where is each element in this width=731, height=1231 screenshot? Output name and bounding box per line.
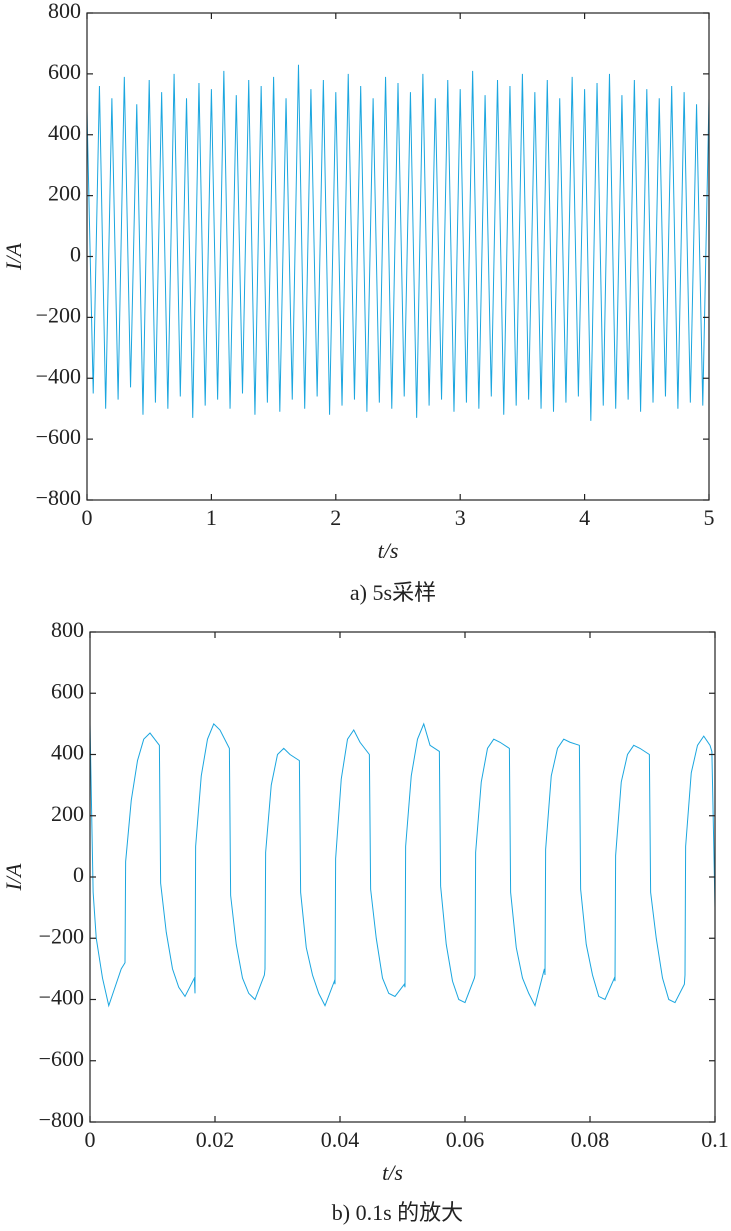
y-tick-label: 400 (48, 120, 81, 145)
x-tick-label: 5 (704, 505, 715, 530)
y-axis-label: I/A (1, 243, 26, 271)
x-tick-label: 0 (85, 1127, 96, 1152)
y-tick-label: 800 (48, 0, 81, 23)
x-tick-label: 0.04 (321, 1127, 360, 1152)
caption: b) 0.1s 的放大 (332, 1200, 463, 1225)
x-tick-label: 0 (82, 505, 93, 530)
y-tick-label: 400 (51, 740, 84, 765)
y-tick-label: −600 (36, 424, 81, 449)
y-tick-label: −800 (39, 1107, 84, 1132)
x-tick-label: 4 (579, 505, 590, 530)
axes-frame (89, 631, 716, 1123)
y-tick-label: −200 (36, 302, 81, 327)
y-tick-label: −400 (39, 985, 84, 1010)
y-tick-label: 0 (73, 862, 84, 887)
y-tick-label: −400 (36, 363, 81, 388)
y-tick-label: −600 (39, 1046, 84, 1071)
y-axis-label: I/A (1, 863, 26, 891)
x-tick-label: 0.02 (196, 1127, 235, 1152)
y-tick-label: 600 (51, 678, 84, 703)
data-line (86, 64, 710, 421)
y-tick-label: 800 (51, 617, 84, 642)
y-tick-label: 0 (70, 242, 81, 267)
y-tick-label: 200 (48, 181, 81, 206)
x-tick-label: 3 (455, 505, 466, 530)
y-tick-label: −800 (36, 485, 81, 510)
x-axis-label: t/s (382, 1160, 403, 1185)
x-tick-label: 0.06 (446, 1127, 485, 1152)
x-tick-label: 1 (206, 505, 217, 530)
x-tick-label: 0.08 (571, 1127, 610, 1152)
caption: a) 5s采样 (350, 580, 436, 605)
y-tick-label: 200 (51, 801, 84, 826)
data-line (89, 722, 716, 1008)
y-tick-label: −200 (39, 923, 84, 948)
x-tick-label: 2 (330, 505, 341, 530)
x-axis-label: t/s (378, 538, 399, 563)
x-tick-label: 0.1 (701, 1127, 729, 1152)
y-tick-label: 600 (48, 59, 81, 84)
